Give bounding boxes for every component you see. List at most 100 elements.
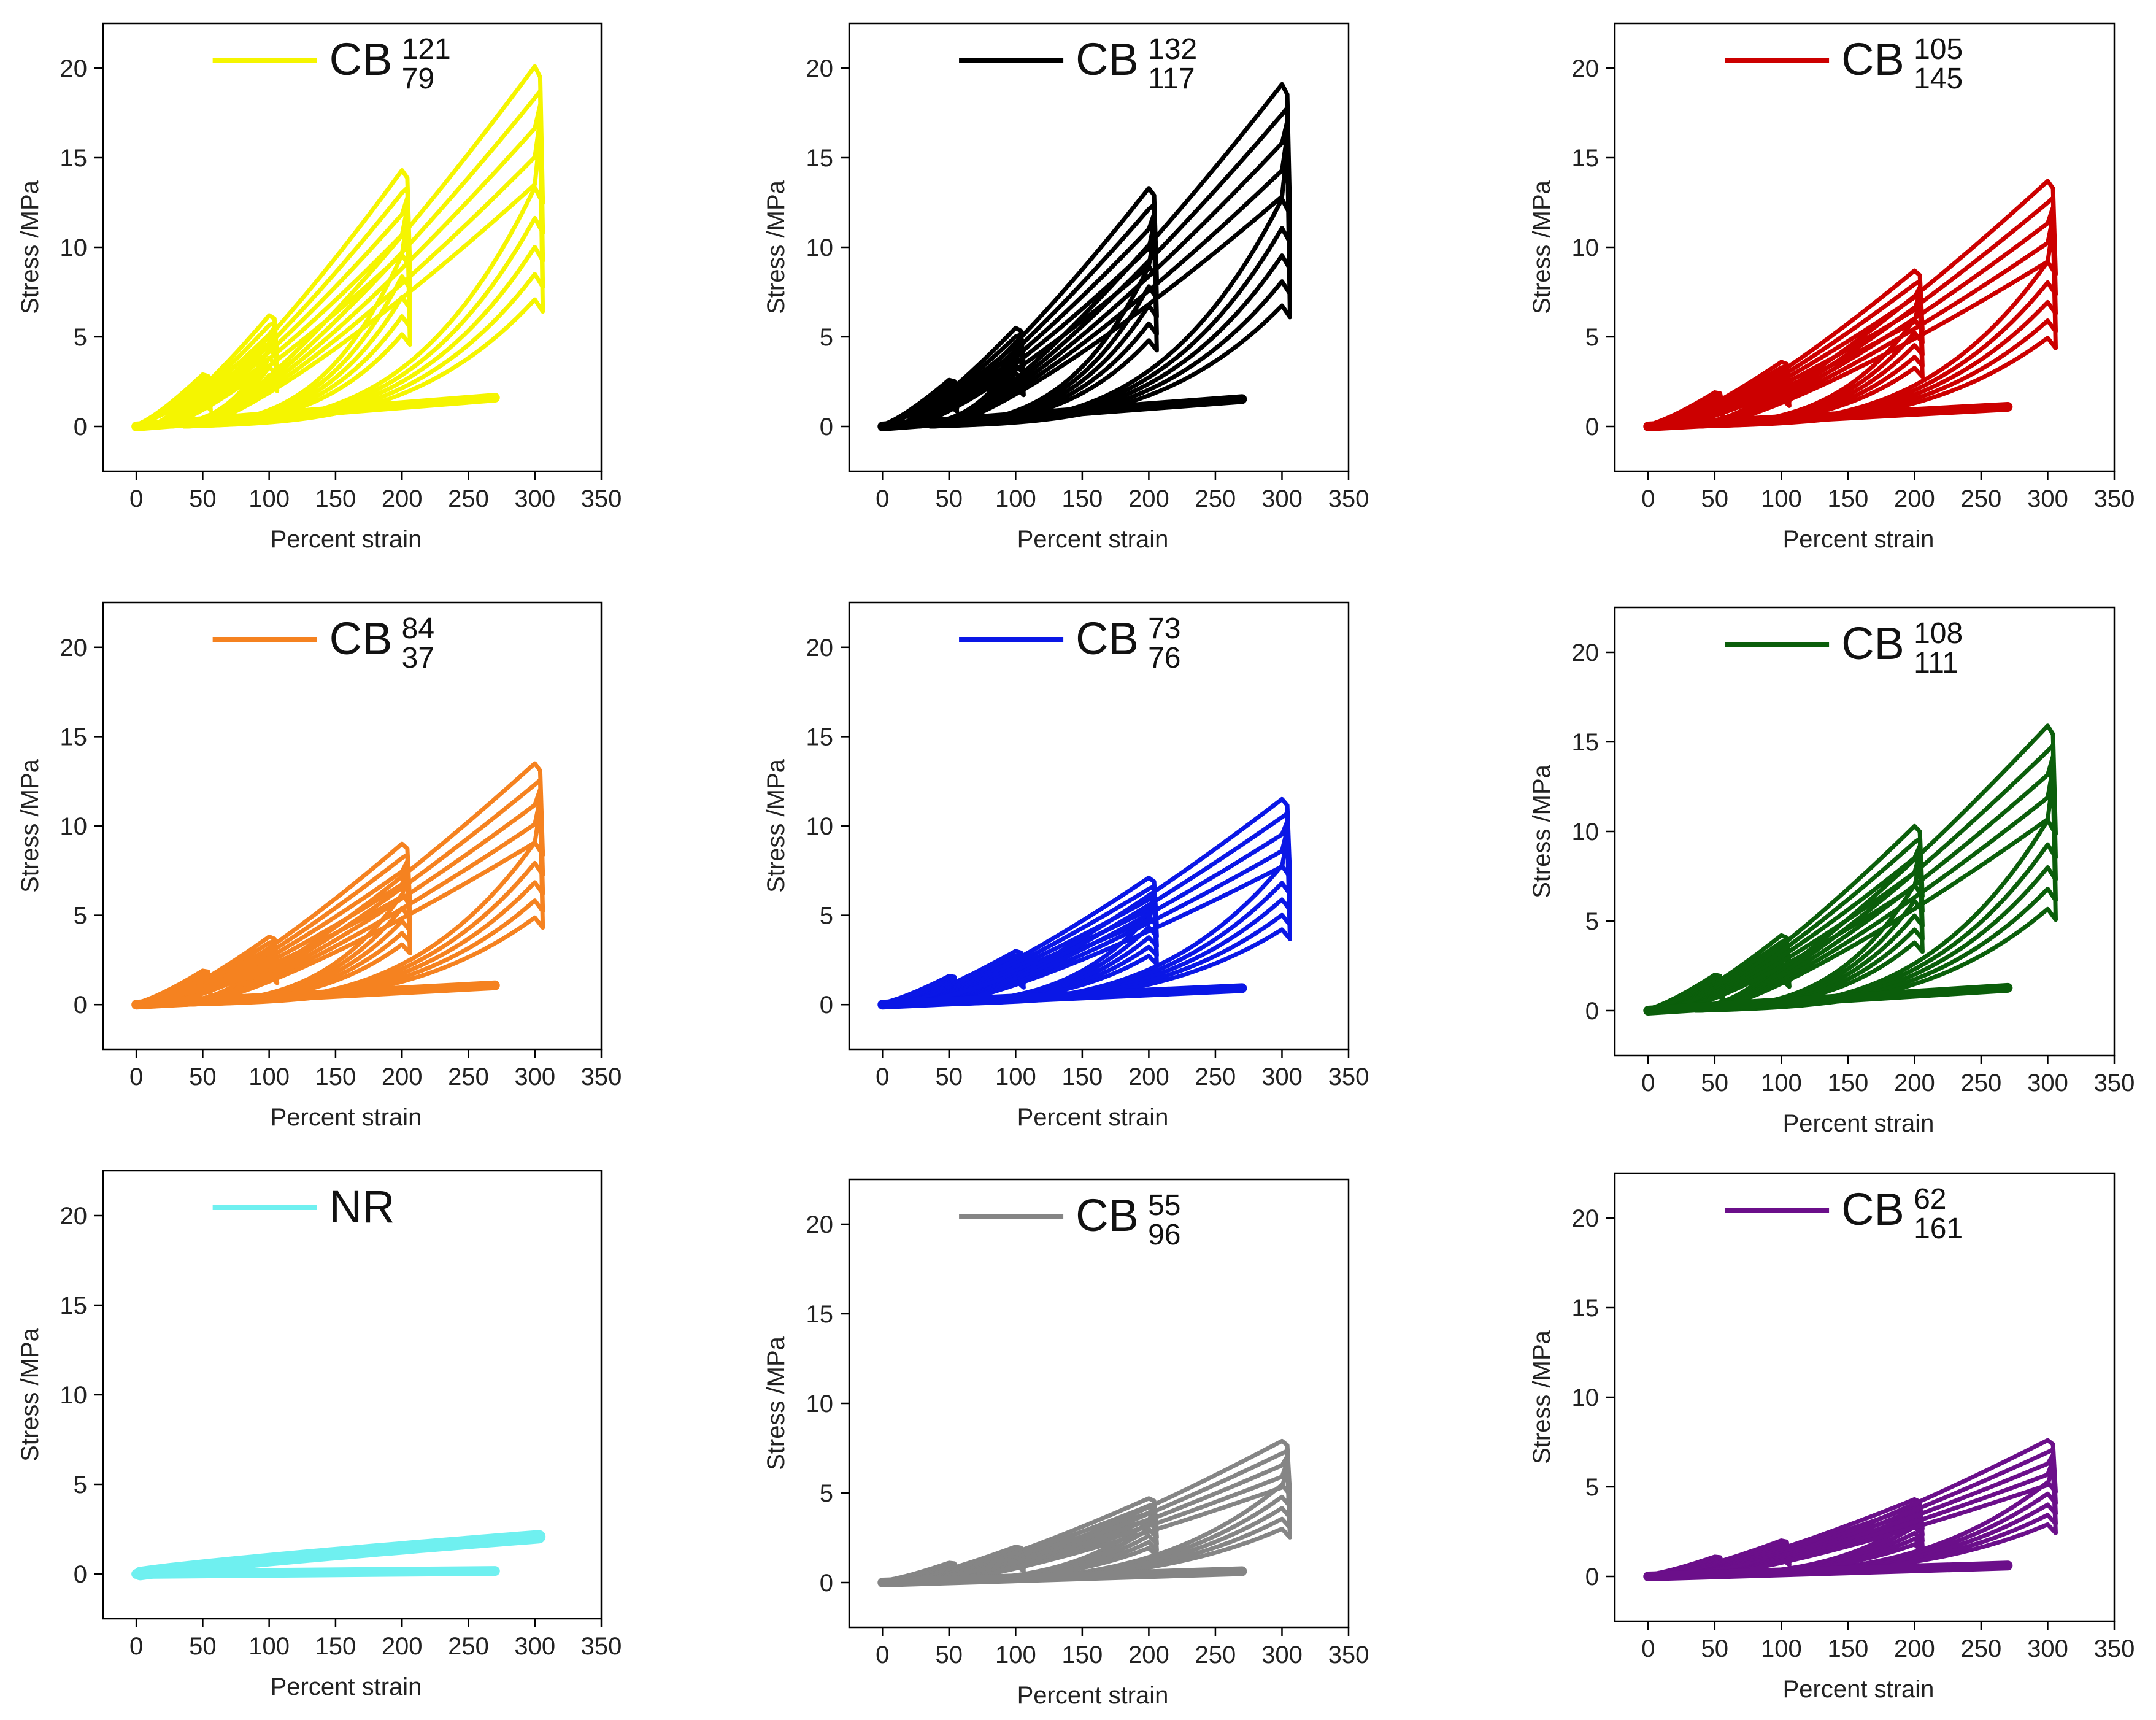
x-tick-label: 150 (315, 1063, 356, 1090)
y-tick-label: 20 (60, 634, 88, 661)
y-tick-label: 20 (60, 55, 88, 82)
x-tick-label: 50 (189, 1063, 217, 1090)
x-tick-label: 50 (1701, 1070, 1729, 1097)
legend-label: CB (1076, 1190, 1139, 1241)
x-tick-label: 150 (1827, 485, 1868, 512)
y-tick-label: 5 (1585, 908, 1599, 935)
x-tick-label: 100 (248, 1633, 290, 1660)
y-tick-label: 0 (820, 1570, 833, 1597)
x-tick-label: 100 (995, 485, 1036, 512)
y-tick-label: 15 (1572, 145, 1600, 172)
chart-panel-2: 0 50 100 150 200 250 300 350 0 5 10 15 20 Percent str… (763, 22, 1369, 553)
data-layer (1643, 179, 2058, 431)
y-tick-label: 20 (806, 1211, 834, 1238)
legend-subscript: 117 (1148, 63, 1195, 95)
y-tick-label: 10 (806, 234, 834, 261)
x-tick-label: 300 (514, 1633, 555, 1660)
y-tick-label: 10 (806, 1390, 834, 1417)
y-tick-label: 0 (1585, 1564, 1599, 1591)
y-tick-label: 5 (74, 903, 87, 930)
x-tick-label: 350 (2094, 1635, 2135, 1662)
x-axis-label: Percent strain (1783, 526, 1935, 553)
origin-band (131, 393, 500, 431)
y-tick-label: 10 (60, 234, 88, 261)
data-layer (1643, 723, 2058, 1016)
x-tick-label: 100 (248, 1063, 290, 1090)
data-layer (131, 1530, 546, 1581)
x-tick-label: 200 (1128, 1063, 1169, 1090)
legend-superscript: 84 (402, 612, 434, 645)
y-tick-label: 20 (806, 634, 834, 661)
x-tick-label: 100 (1761, 485, 1802, 512)
y-axis-label: Stress /MPa (763, 180, 790, 314)
x-tick-label: 300 (1261, 1641, 1303, 1668)
x-tick-label: 0 (876, 1063, 889, 1090)
y-axis-label: Stress /MPa (17, 180, 44, 314)
y-tick-label: 20 (806, 55, 834, 82)
x-axis-label: Percent strain (271, 526, 422, 553)
y-tick-label: 0 (820, 414, 833, 441)
x-tick-label: 200 (382, 1063, 423, 1090)
x-tick-label: 50 (936, 485, 963, 512)
y-tick-label: 0 (74, 992, 87, 1019)
x-tick-label: 250 (448, 1633, 489, 1660)
legend-label: NR (329, 1181, 395, 1232)
y-axis-label: Stress /MPa (1528, 764, 1555, 898)
y-tick-label: 15 (60, 1292, 88, 1319)
x-tick-label: 100 (248, 485, 290, 512)
chart-panel-6: 0 50 100 150 200 250 300 350 0 5 10 15 20 Percent str… (1528, 606, 2135, 1137)
x-tick-label: 150 (1061, 485, 1103, 512)
y-axis-label: Stress /MPa (1528, 1330, 1555, 1464)
x-tick-label: 150 (1827, 1635, 1868, 1662)
x-tick-label: 200 (1894, 485, 1935, 512)
y-tick-label: 5 (820, 1480, 833, 1507)
x-tick-label: 200 (1128, 1641, 1169, 1668)
origin-band (1643, 1560, 2013, 1581)
y-tick-label: 15 (806, 145, 834, 172)
x-tick-label: 250 (448, 485, 489, 512)
chart-panel-8: 0 50 100 150 200 250 300 350 0 5 10 15 20 Percent str… (763, 1178, 1369, 1709)
x-axis-label: Percent strain (1017, 1104, 1169, 1131)
x-tick-label: 250 (448, 1063, 489, 1090)
x-tick-label: 0 (129, 1633, 143, 1660)
y-tick-label: 0 (74, 414, 87, 441)
origin-band (877, 394, 1247, 431)
x-tick-label: 50 (1701, 1635, 1729, 1662)
origin-band (877, 1566, 1247, 1587)
x-tick-label: 250 (1961, 485, 2002, 512)
x-tick-label: 250 (1195, 1063, 1236, 1090)
hysteresis-loop (182, 131, 545, 429)
legend-label: CB (1841, 618, 1904, 669)
legend-subscript: 96 (1148, 1219, 1180, 1251)
x-tick-label: 300 (2027, 1070, 2068, 1097)
origin-band (131, 980, 500, 1010)
y-tick-label: 10 (806, 813, 834, 840)
y-tick-label: 5 (820, 324, 833, 351)
x-tick-label: 0 (1641, 1070, 1655, 1097)
y-axis-label: Stress /MPa (17, 758, 44, 893)
x-tick-label: 250 (1195, 1641, 1236, 1668)
x-tick-label: 150 (1061, 1063, 1103, 1090)
x-tick-label: 50 (189, 1633, 217, 1660)
legend-superscript: 108 (1914, 617, 1963, 650)
origin-band (1643, 401, 2013, 431)
data-layer (131, 761, 545, 1010)
x-tick-label: 0 (1641, 485, 1655, 512)
x-tick-label: 350 (1328, 485, 1369, 512)
x-tick-label: 250 (1961, 1635, 2002, 1662)
y-axis-label: Stress /MPa (17, 1327, 44, 1462)
legend-superscript: 73 (1148, 612, 1180, 645)
x-tick-label: 200 (382, 1633, 423, 1660)
y-tick-label: 10 (60, 813, 88, 840)
chart-panel-3: 0 50 100 150 200 250 300 350 0 5 10 15 20 Percent str… (1528, 22, 2135, 553)
y-tick-label: 20 (60, 1203, 88, 1230)
legend-label: CB (1076, 613, 1139, 664)
x-tick-label: 350 (2094, 1070, 2135, 1097)
y-tick-label: 15 (60, 723, 88, 750)
x-tick-label: 350 (581, 1063, 622, 1090)
